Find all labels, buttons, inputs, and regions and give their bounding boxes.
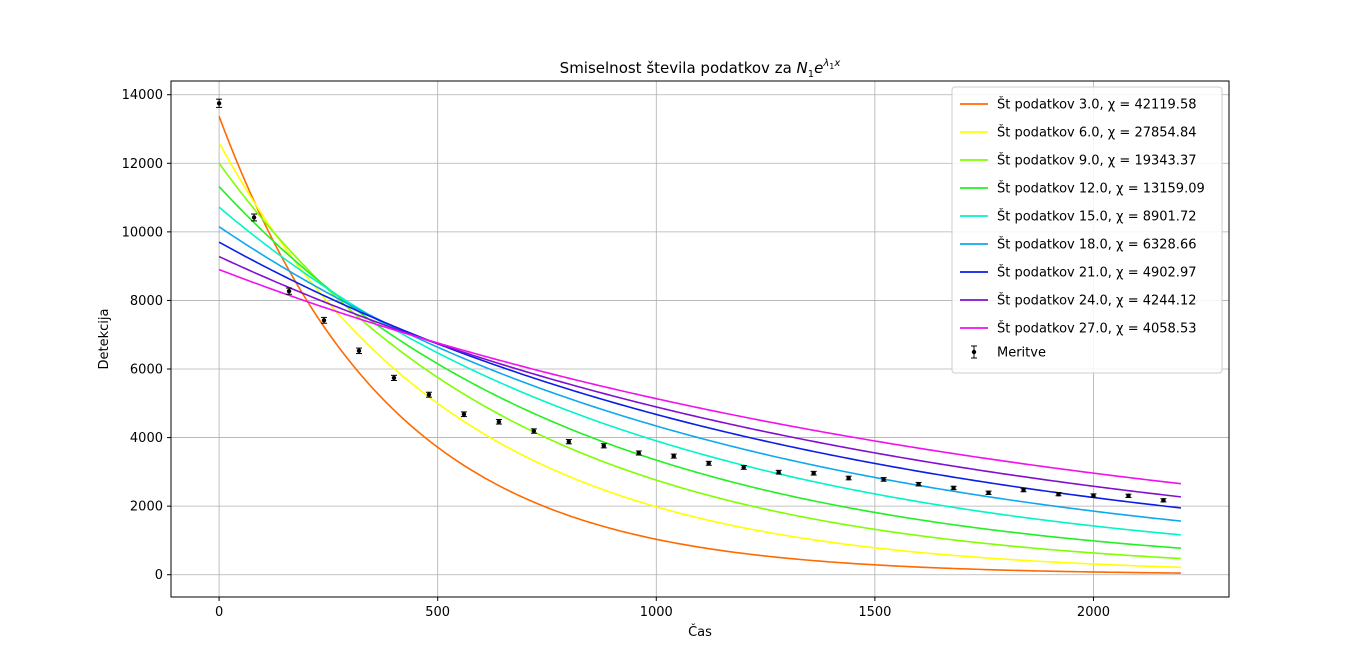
series-line-2 (218, 162, 1181, 560)
measurement-point-16 (776, 470, 781, 475)
y-tick-label-2: 4000 (130, 431, 163, 446)
y-tick-label-1: 2000 (130, 500, 163, 515)
fit-curves (218, 116, 1182, 574)
series-line-0 (218, 116, 1181, 574)
y-tick-label-3: 6000 (130, 363, 163, 378)
x-axis-label: Čas (688, 624, 712, 640)
measurement-point-17 (811, 471, 816, 476)
measurement-point-19 (881, 477, 886, 482)
measurement-point-26 (1126, 493, 1131, 499)
measurement-point-4 (356, 348, 362, 354)
y-axis-label: Detekcija (97, 309, 112, 370)
measurement-point-3 (321, 318, 327, 323)
legend-label-measurements: Meritve (997, 346, 1046, 361)
legend-label-7: Št podatkov 24.0, χ = 4244.12 (997, 293, 1196, 309)
legend-label-2: Št podatkov 9.0, χ = 19343.37 (997, 153, 1196, 169)
measurement-point-2 (286, 288, 292, 294)
measurement-point-24 (1056, 491, 1061, 497)
measurement-point-14 (706, 461, 711, 466)
series-line-7 (218, 255, 1182, 498)
measurement-point-25 (1091, 493, 1096, 498)
legend-box (951, 86, 1223, 374)
legend-label-4: Št podatkov 15.0, χ = 8901.72 (997, 209, 1196, 225)
legend-label-8: Št podatkov 27.0, χ = 4058.53 (997, 321, 1196, 337)
y-axis-ticks: 0 2000 4000 6000 8000 10000 12000 14000 (122, 88, 171, 583)
series-line-8 (218, 268, 1182, 485)
measurement-point-11 (601, 443, 607, 448)
measurement-point-8 (496, 419, 502, 424)
legend-measurement-marker (971, 349, 977, 355)
legend-label-3: Št podatkov 12.0, χ = 13159.09 (997, 181, 1205, 197)
legend-label-6: Št podatkov 21.0, χ = 4902.97 (997, 265, 1196, 281)
measurement-point-10 (566, 439, 572, 444)
x-tick-label-4: 2000 (1077, 605, 1110, 620)
series-line-6 (218, 241, 1181, 509)
measurement-point-9 (531, 428, 537, 434)
x-axis-ticks: 0 500 1000 1500 2000 (215, 597, 1110, 620)
measurement-points (216, 98, 1167, 503)
plot-frame (170, 80, 1230, 598)
chart-title: Smiselnost števila podatkov za N1eλ1x (560, 58, 841, 80)
measurement-point-0 (216, 101, 222, 106)
x-tick-label-2: 1000 (640, 605, 673, 620)
legend-label-0: Št podatkov 3.0, χ = 42119.58 (997, 97, 1196, 113)
measurement-point-15 (741, 465, 746, 470)
measurement-point-18 (846, 475, 851, 481)
measurement-point-6 (426, 392, 432, 397)
y-tick-label-0: 0 (155, 568, 163, 583)
measurement-point-7 (461, 412, 467, 417)
measurement-point-12 (636, 450, 641, 456)
legend-label-5: Št podatkov 18.0, χ = 6328.66 (997, 237, 1196, 253)
measurement-point-1 (251, 215, 257, 220)
x-tick-label-0: 0 (215, 605, 223, 620)
measurement-point-21 (951, 485, 956, 491)
y-tick-label-4: 8000 (130, 294, 163, 309)
series-line-1 (218, 142, 1181, 569)
measurement-point-5 (391, 375, 397, 381)
legend: Št podatkov 3.0, χ = 42119.58 Št podatkov… (951, 86, 1223, 374)
x-tick-label-1: 500 (425, 605, 450, 620)
legend-label-1: Št podatkov 6.0, χ = 27854.84 (997, 125, 1196, 141)
series-line-3 (218, 186, 1181, 550)
x-tick-label-3: 1500 (858, 605, 891, 620)
measurement-point-27 (1161, 498, 1166, 503)
y-tick-label-6: 12000 (122, 157, 163, 172)
y-tick-label-7: 14000 (122, 88, 163, 103)
measurement-point-13 (671, 453, 676, 459)
y-tick-label-5: 10000 (122, 225, 163, 240)
measurement-point-22 (986, 490, 991, 495)
measurement-point-20 (916, 482, 921, 487)
measurement-point-23 (1021, 487, 1026, 493)
